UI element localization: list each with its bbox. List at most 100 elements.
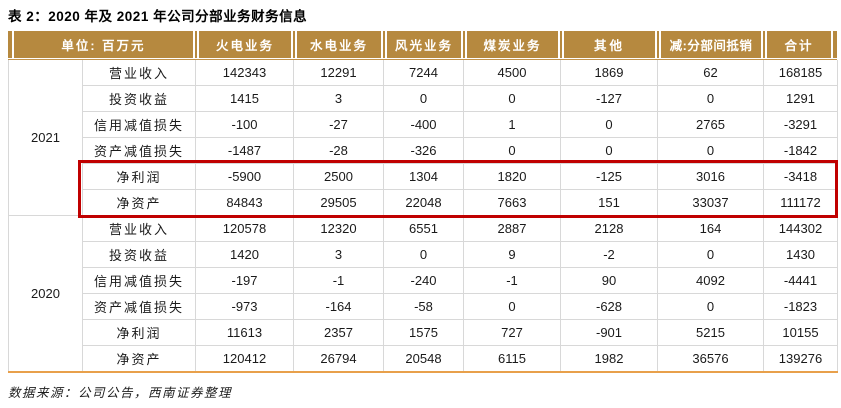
- value-cell: 1291: [763, 85, 838, 112]
- table-row: 信用减值损失 -100 -27 -400 1 0 2765 -3291: [9, 111, 838, 138]
- value-cell: 168185: [763, 59, 838, 86]
- value-cell: 142343: [195, 59, 294, 86]
- value-cell: 1869: [560, 59, 658, 86]
- value-cell: 62: [657, 59, 764, 86]
- row-label: 净利润: [82, 319, 196, 346]
- value-cell: 1820: [463, 163, 561, 190]
- value-cell: -4441: [763, 267, 838, 294]
- value-cell: -1842: [763, 137, 838, 164]
- value-cell: 6551: [383, 215, 464, 242]
- column-header-wind-solar: 风光业务: [385, 31, 463, 58]
- value-cell: 29505: [293, 189, 384, 216]
- value-cell: 164: [657, 215, 764, 242]
- value-cell: 3: [293, 241, 384, 268]
- value-cell: -326: [383, 137, 464, 164]
- value-cell: -127: [560, 85, 658, 112]
- value-cell: 1304: [383, 163, 464, 190]
- table-body: 2021 营业收入 142343 12291 7244 4500 1869 62 168185 投…: [8, 59, 838, 373]
- value-cell: 7244: [383, 59, 464, 86]
- row-label: 信用减值损失: [82, 111, 196, 138]
- value-cell: -400: [383, 111, 464, 138]
- value-cell: 2765: [657, 111, 764, 138]
- row-label: 净资产: [82, 345, 196, 373]
- value-cell: 0: [560, 137, 658, 164]
- value-cell: 36576: [657, 345, 764, 373]
- value-cell: 22048: [383, 189, 464, 216]
- value-cell: -1487: [195, 137, 294, 164]
- value-cell: 1420: [195, 241, 294, 268]
- value-cell: 0: [383, 85, 464, 112]
- table-row: 净利润 11613 2357 1575 727 -901 5215 10155: [9, 319, 838, 346]
- value-cell: 33037: [657, 189, 764, 216]
- value-cell: 20548: [383, 345, 464, 373]
- value-cell: -3418: [763, 163, 838, 190]
- row-label: 营业收入: [82, 59, 196, 86]
- row-label: 投资收益: [82, 85, 196, 112]
- value-cell: 10155: [763, 319, 838, 346]
- value-cell: -164: [293, 293, 384, 320]
- value-cell: -125: [560, 163, 658, 190]
- value-cell: 12320: [293, 215, 384, 242]
- year-cell: 2020: [8, 215, 83, 373]
- value-cell: 120412: [195, 345, 294, 373]
- value-cell: 1: [463, 111, 561, 138]
- value-cell: -973: [195, 293, 294, 320]
- table-row: 2021 营业收入 142343 12291 7244 4500 1869 62 168185: [8, 59, 838, 216]
- value-cell: 2500: [293, 163, 384, 190]
- value-cell: 3: [293, 85, 384, 112]
- value-cell: 2887: [463, 215, 561, 242]
- value-cell: 151: [560, 189, 658, 216]
- value-cell: 4500: [463, 59, 561, 86]
- value-cell: -628: [560, 293, 658, 320]
- value-cell: 0: [657, 85, 764, 112]
- column-header-total: 合计: [765, 31, 833, 58]
- value-cell: 5215: [657, 319, 764, 346]
- value-cell: -1: [463, 267, 561, 294]
- value-cell: 0: [657, 293, 764, 320]
- value-cell: 139276: [763, 345, 838, 373]
- value-cell: 0: [657, 241, 764, 268]
- value-cell: 6115: [463, 345, 561, 373]
- value-cell: -1: [293, 267, 384, 294]
- value-cell: -1823: [763, 293, 838, 320]
- value-cell: 3016: [657, 163, 764, 190]
- value-cell: -240: [383, 267, 464, 294]
- row-label: 资产减值损失: [82, 293, 196, 320]
- row-label: 资产减值损失: [82, 137, 196, 164]
- value-cell: 84843: [195, 189, 294, 216]
- column-header-hydro-power: 水电业务: [295, 31, 383, 58]
- value-cell: -2: [560, 241, 658, 268]
- value-cell: 144302: [763, 215, 838, 242]
- table-row: 信用减值损失 -197 -1 -240 -1 90 4092 -4441: [9, 267, 838, 294]
- table-row: 净利润 -5900 2500 1304 1820 -125 3016 -3418: [9, 163, 838, 190]
- value-cell: -5900: [195, 163, 294, 190]
- unit-header-cell: 单位: 百万元: [12, 31, 195, 58]
- column-header-inter-segment-elimination: 减:分部间抵销: [659, 31, 763, 58]
- value-cell: 26794: [293, 345, 384, 373]
- value-cell: -27: [293, 111, 384, 138]
- row-label: 净利润: [82, 163, 196, 190]
- value-cell: 0: [383, 241, 464, 268]
- value-cell: 1415: [195, 85, 294, 112]
- table-row: 2020 营业收入 120578 12320 6551 2887 2128 164 144302: [8, 215, 838, 373]
- value-cell: -901: [560, 319, 658, 346]
- value-cell: 1430: [763, 241, 838, 268]
- value-cell: -28: [293, 137, 384, 164]
- value-cell: 90: [560, 267, 658, 294]
- row-label: 信用减值损失: [82, 267, 196, 294]
- source-note: 数据来源：公司公告，西南证券整理: [8, 386, 233, 400]
- value-cell: 12291: [293, 59, 384, 86]
- value-cell: 7663: [463, 189, 561, 216]
- table-row: 净资产 84843 29505 22048 7663 151 33037 111172: [9, 189, 838, 216]
- value-cell: 1982: [560, 345, 658, 373]
- table-row: 资产减值损失 -973 -164 -58 0 -628 0 -1823: [9, 293, 838, 320]
- header-underline: [8, 59, 837, 60]
- column-header-coal: 煤炭业务: [465, 31, 560, 58]
- row-label: 净资产: [82, 189, 196, 216]
- value-cell: 1575: [383, 319, 464, 346]
- row-label: 投资收益: [82, 241, 196, 268]
- column-header-thermal-power: 火电业务: [197, 31, 293, 58]
- value-cell: 0: [463, 85, 561, 112]
- value-cell: 2357: [293, 319, 384, 346]
- value-cell: 0: [463, 137, 561, 164]
